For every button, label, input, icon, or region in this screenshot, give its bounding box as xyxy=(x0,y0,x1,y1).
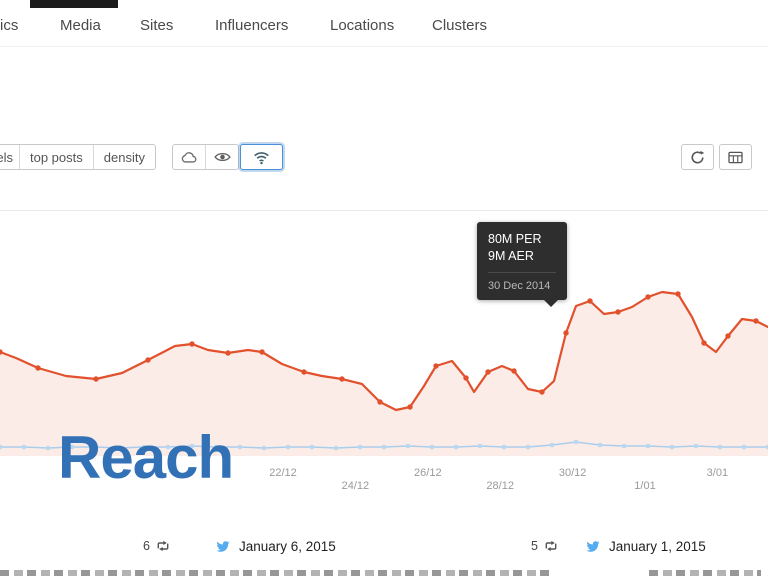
tab-locations[interactable]: Locations xyxy=(330,17,395,34)
axis-label: 30/12 xyxy=(558,467,587,479)
retweet-icon xyxy=(157,540,169,552)
view-mode-group: els top posts density xyxy=(0,144,156,170)
reach-chart[interactable] xyxy=(0,200,768,456)
twitter-icon xyxy=(216,540,230,552)
chart-gridline xyxy=(0,210,768,211)
retweet-count: 5 xyxy=(531,539,538,553)
nav-divider xyxy=(0,46,768,47)
layer-icon-group xyxy=(172,144,239,170)
clipped-copyright-text xyxy=(649,570,761,576)
tab-analytics-fragment[interactable]: ics xyxy=(0,17,19,34)
wifi-icon xyxy=(254,151,269,164)
eye-icon xyxy=(213,152,231,162)
labels-button[interactable]: els xyxy=(0,149,13,165)
axis-label: 28/12 xyxy=(486,480,514,492)
tweet-meta-right: 5 January 1, 2015 xyxy=(531,538,706,554)
axis-label: 24/12 xyxy=(341,480,370,492)
wifi-button[interactable] xyxy=(240,144,283,170)
table-icon xyxy=(728,151,743,163)
density-button[interactable]: density xyxy=(92,145,155,169)
chart-tooltip: 80M PER 9M AER 30 Dec 2014 xyxy=(477,222,567,307)
retweet-count: 6 xyxy=(143,539,150,553)
x-axis-labels: 22/12 24/12 26/12 28/12 30/12 1/01 3/01 xyxy=(0,467,768,495)
table-button[interactable] xyxy=(719,144,752,170)
axis-label: 3/01 xyxy=(706,467,729,479)
tab-sites[interactable]: Sites xyxy=(140,17,174,34)
top-dark-strip xyxy=(30,0,118,8)
eye-button[interactable] xyxy=(205,145,238,169)
tweet-date[interactable]: January 6, 2015 xyxy=(238,538,336,554)
top-posts-button[interactable]: top posts xyxy=(19,145,93,169)
tweet-date[interactable]: January 1, 2015 xyxy=(608,538,706,554)
axis-label: 26/12 xyxy=(414,467,442,479)
tooltip-date: 30 Dec 2014 xyxy=(488,272,556,292)
twitter-icon xyxy=(586,540,600,552)
tab-clusters[interactable]: Clusters xyxy=(432,17,488,34)
axis-label: 22/12 xyxy=(269,467,297,479)
tooltip-aer-value: 9M AER xyxy=(488,249,534,263)
cloud-icon xyxy=(181,152,197,163)
tab-media[interactable]: Media xyxy=(60,17,101,34)
tooltip-per-value: 80M PER xyxy=(488,232,542,246)
tab-influencers[interactable]: Influencers xyxy=(215,17,289,34)
chart-title-watermark: Reach xyxy=(58,424,234,491)
tweet-meta-left: 6 January 6, 2015 xyxy=(143,538,336,554)
retweet-icon xyxy=(545,540,557,552)
clipped-tweet-text xyxy=(0,570,552,576)
refresh-icon xyxy=(691,150,705,163)
axis-label: 1/01 xyxy=(634,480,656,492)
cloud-button[interactable] xyxy=(173,145,205,169)
refresh-button[interactable] xyxy=(681,144,714,170)
